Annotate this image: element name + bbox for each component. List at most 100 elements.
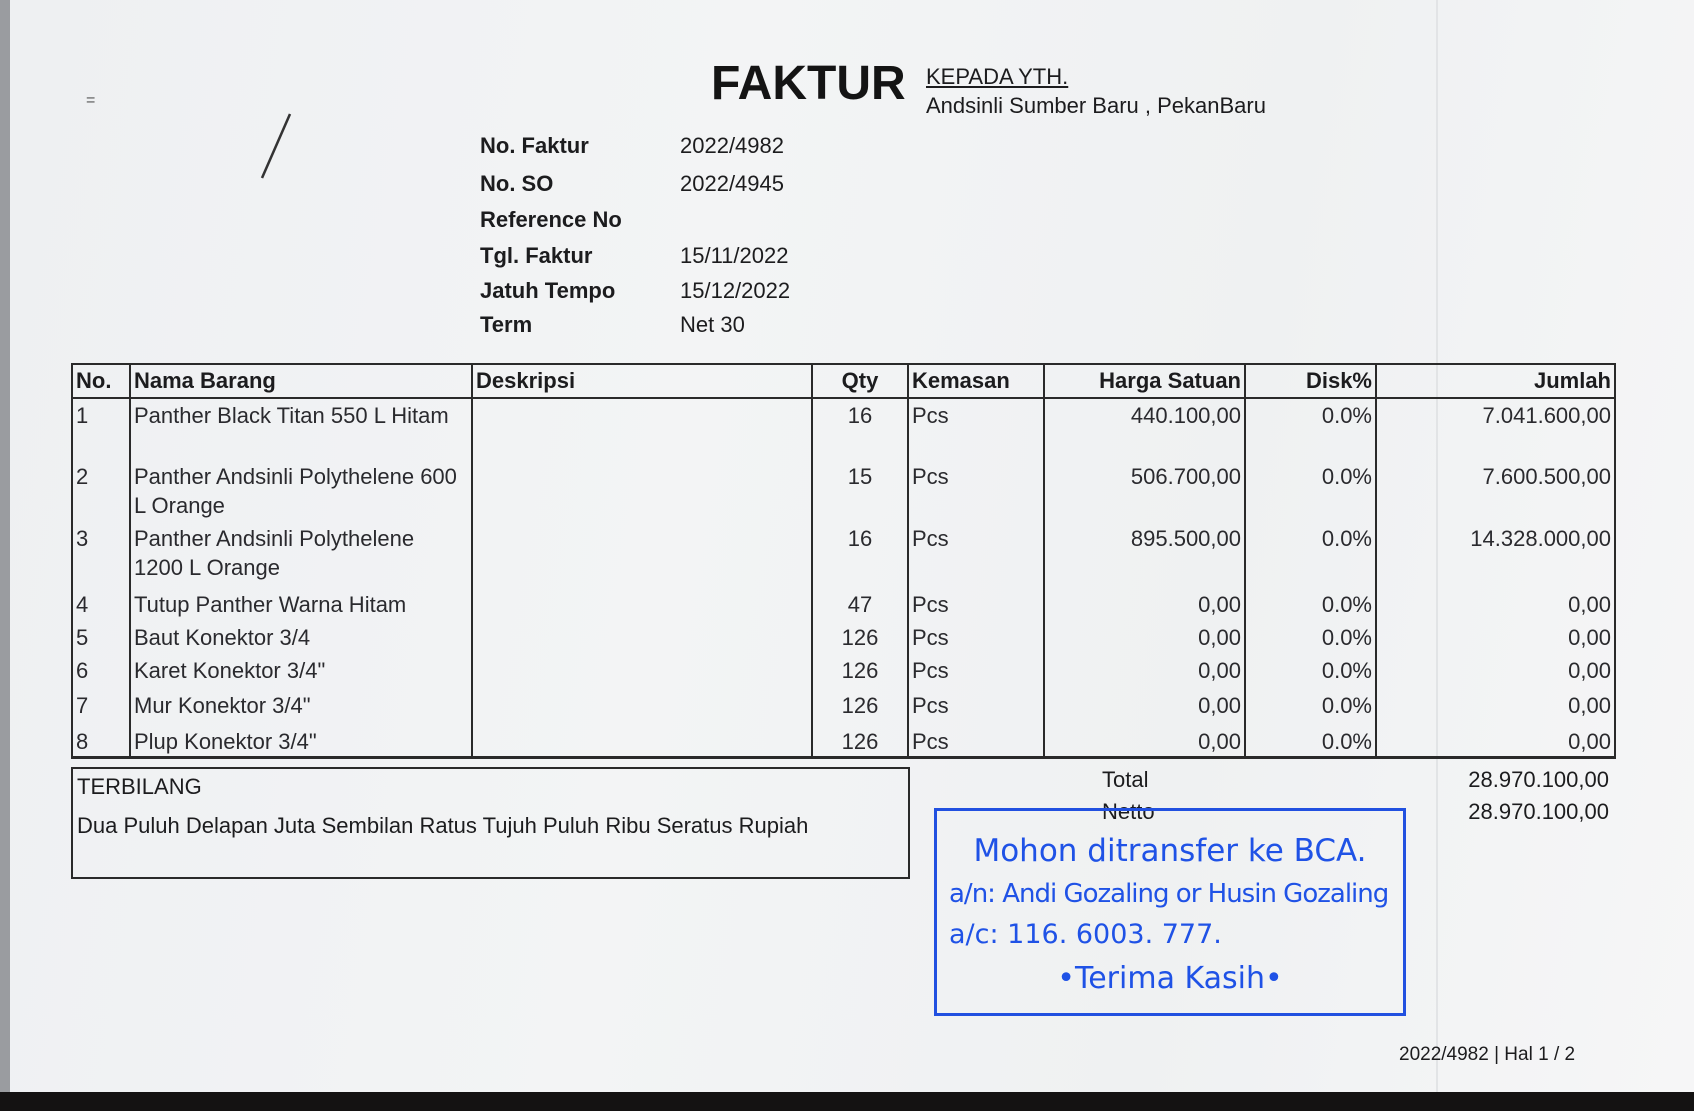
- total-label: Total: [1102, 767, 1149, 792]
- cell-kemasan: Pcs: [907, 460, 1044, 522]
- pen-slash-mark: [260, 113, 292, 179]
- cell-nama: Panther Andsinli Polythelene 1200 L Oran…: [129, 522, 472, 588]
- cell-disk: 0.0%: [1244, 725, 1376, 758]
- cell-jumlah: 0,00: [1375, 654, 1615, 689]
- recipient-label: KEPADA YTH.: [926, 64, 1069, 89]
- cell-nama: Panther Andsinli Polythelene 600 L Orang…: [129, 460, 472, 522]
- cell-no: 5: [71, 621, 130, 654]
- table-row: 3 Panther Andsinli Polythelene 1200 L Ora…: [71, 522, 1615, 588]
- cell-qty: 126: [811, 621, 908, 654]
- table-row: 5 Baut Konektor 3/4 126 Pcs 0,00 0.0% 0,00: [71, 621, 1615, 654]
- cell-kemasan: Pcs: [907, 522, 1044, 588]
- cell-harga: 0,00: [1043, 621, 1245, 654]
- items-table: No. Nama Barang Deskripsi Qty Kemasan Ha…: [71, 363, 1616, 759]
- table-row: 4 Tutup Panther Warna Hitam 47 Pcs 0,00 0.0% 0…: [71, 588, 1615, 621]
- cell-jumlah: 7.600.500,00: [1375, 460, 1615, 522]
- cell-harga: 895.500,00: [1043, 522, 1245, 588]
- page-footer: 2022/4982 | Hal 1 / 2: [1399, 1044, 1576, 1065]
- cell-jumlah: 0,00: [1375, 621, 1615, 654]
- cell-disk: 0.0%: [1244, 621, 1376, 654]
- meta-label-no-so: No. SO: [480, 171, 554, 196]
- cell-disk: 0.0%: [1244, 398, 1376, 460]
- cell-no: 7: [71, 689, 130, 725]
- cell-deskripsi: [471, 689, 812, 725]
- meta-label-tgl-faktur: Tgl. Faktur: [480, 243, 593, 268]
- stamp-line-transfer: Mohon ditransfer ke BCA.: [973, 833, 1367, 869]
- stamp-line-account-name: a/n: Andi Gozaling or Husin Gozaling: [949, 879, 1389, 909]
- cell-qty: 47: [811, 588, 908, 621]
- meta-value-term: Net 30: [680, 312, 745, 337]
- meta-value-tgl-faktur: 15/11/2022: [680, 243, 789, 268]
- cell-no: 1: [71, 398, 130, 460]
- cell-nama: Karet Konektor 3/4": [129, 654, 472, 689]
- cell-qty: 126: [811, 654, 908, 689]
- meta-value-jatuh-tempo: 15/12/2022: [680, 278, 791, 303]
- cell-qty: 15: [811, 460, 908, 522]
- cell-deskripsi: [471, 460, 812, 522]
- terbilang-text: Dua Puluh Delapan Juta Sembilan Ratus Tu…: [77, 813, 809, 838]
- meta-label-term: Term: [480, 312, 533, 337]
- cell-no: 8: [71, 725, 130, 758]
- cell-jumlah: 0,00: [1375, 689, 1615, 725]
- cell-deskripsi: [471, 522, 812, 588]
- cell-deskripsi: [471, 398, 812, 460]
- cell-disk: 0.0%: [1244, 588, 1376, 621]
- cell-harga: 440.100,00: [1043, 398, 1245, 460]
- table-row: 6 Karet Konektor 3/4" 126 Pcs 0,00 0.0% 0,00: [71, 654, 1615, 689]
- cell-nama: Tutup Panther Warna Hitam: [129, 588, 472, 621]
- cell-disk: 0.0%: [1244, 654, 1376, 689]
- cell-nama: Mur Konektor 3/4": [129, 689, 472, 725]
- cell-disk: 0.0%: [1244, 522, 1376, 588]
- column-header-deskripsi: Deskripsi: [471, 364, 812, 399]
- cell-kemasan: Pcs: [907, 689, 1044, 725]
- scan-edge-bottom: [0, 1092, 1694, 1111]
- meta-value-no-so: 2022/4945: [680, 171, 784, 196]
- cell-qty: 126: [811, 689, 908, 725]
- cell-no: 2: [71, 460, 130, 522]
- cell-no: 4: [71, 588, 130, 621]
- cell-deskripsi: [471, 725, 812, 758]
- cell-kemasan: Pcs: [907, 398, 1044, 460]
- pen-mark: =: [86, 92, 96, 109]
- scan-edge-left: [0, 0, 10, 1111]
- cell-no: 3: [71, 522, 130, 588]
- terbilang-box: TERBILANG Dua Puluh Delapan Juta Sembila…: [71, 767, 910, 879]
- recipient-name: Andsinli Sumber Baru , PekanBaru: [926, 93, 1266, 118]
- bank-transfer-stamp: Mohon ditransfer ke BCA. a/n: Andi Gozal…: [934, 808, 1406, 1016]
- cell-jumlah: 14.328.000,00: [1375, 522, 1615, 588]
- cell-qty: 16: [811, 522, 908, 588]
- cell-harga: 0,00: [1043, 588, 1245, 621]
- cell-harga: 0,00: [1043, 725, 1245, 758]
- document-title: FAKTUR: [711, 57, 906, 110]
- cell-kemasan: Pcs: [907, 654, 1044, 689]
- terbilang-label: TERBILANG: [77, 774, 202, 799]
- cell-kemasan: Pcs: [907, 588, 1044, 621]
- column-header-jumlah: Jumlah: [1375, 364, 1615, 399]
- cell-harga: 506.700,00: [1043, 460, 1245, 522]
- cell-nama: Baut Konektor 3/4: [129, 621, 472, 654]
- column-header-kemasan: Kemasan: [907, 364, 1044, 399]
- cell-harga: 0,00: [1043, 689, 1245, 725]
- table-row: 2 Panther Andsinli Polythelene 600 L Oran…: [71, 460, 1615, 522]
- cell-kemasan: Pcs: [907, 621, 1044, 654]
- cell-nama: Plup Konektor 3/4": [129, 725, 472, 758]
- meta-label-reference-no: Reference No: [480, 207, 622, 232]
- column-header-harga-satuan: Harga Satuan: [1043, 364, 1245, 399]
- stamp-line-account-number: a/c: 116. 6003. 777.: [949, 919, 1222, 950]
- stamp-line-thanks: •Terima Kasih•: [1057, 961, 1283, 996]
- cell-disk: 0.0%: [1244, 689, 1376, 725]
- netto-value: 28.970.100,00: [1468, 799, 1609, 824]
- cell-no: 6: [71, 654, 130, 689]
- cell-jumlah: 7.041.600,00: [1375, 398, 1615, 460]
- meta-value-no-faktur: 2022/4982: [680, 133, 784, 158]
- table-row: 7 Mur Konektor 3/4" 126 Pcs 0,00 0.0% 0,00: [71, 689, 1615, 725]
- table-header-row: No. Nama Barang Deskripsi Qty Kemasan Ha…: [71, 364, 1615, 399]
- cell-qty: 126: [811, 725, 908, 758]
- cell-deskripsi: [471, 654, 812, 689]
- netto-label: Netto: [1102, 799, 1155, 824]
- cell-qty: 16: [811, 398, 908, 460]
- cell-kemasan: Pcs: [907, 725, 1044, 758]
- column-header-qty: Qty: [811, 364, 908, 399]
- total-value: 28.970.100,00: [1468, 767, 1609, 792]
- cell-deskripsi: [471, 588, 812, 621]
